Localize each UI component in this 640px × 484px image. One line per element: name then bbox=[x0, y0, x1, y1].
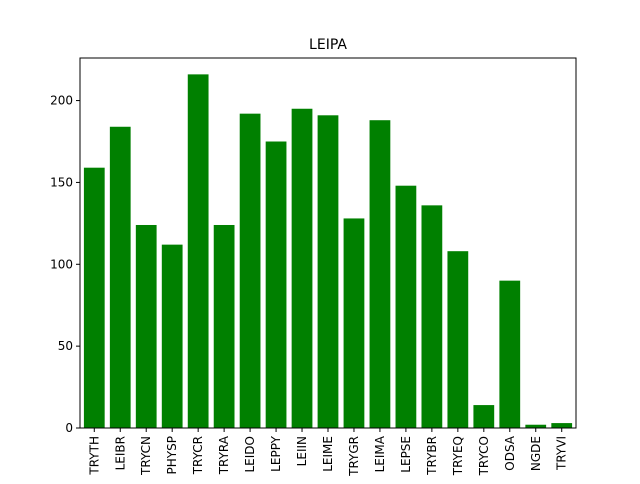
bar-leibr bbox=[109, 126, 131, 428]
bar-tryth bbox=[83, 167, 105, 428]
x-tick-label: TRYCO bbox=[477, 436, 491, 476]
bar-leido bbox=[239, 113, 261, 428]
plot-frame bbox=[79, 57, 577, 429]
x-tick-label: TRYBR bbox=[425, 436, 439, 476]
x-tick-label: LEIBR bbox=[113, 436, 127, 470]
bar-trycr bbox=[187, 74, 209, 429]
chart-title: LEIPA bbox=[309, 37, 347, 53]
y-tick-label: 100 bbox=[50, 257, 73, 271]
x-tick-label: TRYRA bbox=[217, 435, 231, 475]
x-tick-label: ODSA bbox=[503, 435, 517, 471]
y-tick-label: 200 bbox=[50, 94, 73, 108]
bar-physp bbox=[161, 244, 183, 428]
y-axis-ticks: 0 50 100 150 200 bbox=[50, 94, 80, 435]
bar-lepse bbox=[395, 185, 417, 428]
bar-leppy bbox=[265, 141, 287, 428]
x-tick-label: LEPSE bbox=[399, 436, 413, 473]
bar-leime bbox=[317, 115, 339, 429]
bar-tryra bbox=[213, 224, 235, 428]
bar-trycn bbox=[135, 224, 157, 428]
x-tick-label: NGDE bbox=[529, 436, 543, 471]
x-tick-label: LEPPY bbox=[269, 435, 283, 471]
bar-tryeq bbox=[447, 251, 469, 428]
x-tick-label: LEIME bbox=[321, 436, 335, 472]
bar-tryco bbox=[473, 405, 495, 428]
bars-layer bbox=[83, 74, 573, 429]
y-tick-label: 150 bbox=[50, 175, 73, 189]
bar-trybr bbox=[421, 205, 443, 428]
bar-leiin bbox=[291, 108, 313, 428]
x-tick-label: LEIMA bbox=[373, 435, 387, 472]
bar-leima bbox=[369, 120, 391, 429]
x-axis-ticks: TRYTH LEIBR TRYCN PHYSP TRYCR TRYRA LEIDO LEPPY… bbox=[87, 428, 569, 477]
x-tick-label: TRYGR bbox=[347, 436, 361, 477]
x-tick-label: LEIDO bbox=[243, 436, 257, 473]
x-tick-label: TRYEQ bbox=[451, 436, 465, 476]
bar-ngde bbox=[525, 424, 547, 428]
x-tick-label: PHYSP bbox=[165, 436, 179, 474]
bar-odsa bbox=[499, 280, 521, 428]
x-tick-label: LEIIN bbox=[295, 436, 309, 466]
y-tick-label: 0 bbox=[65, 421, 73, 435]
bar-trygr bbox=[343, 218, 365, 428]
x-tick-label: TRYTH bbox=[87, 436, 101, 476]
x-tick-label: TRYCN bbox=[139, 436, 153, 476]
y-tick-label: 50 bbox=[58, 339, 73, 353]
x-tick-label: TRYCR bbox=[191, 436, 205, 475]
x-tick-label: TRYVI bbox=[555, 436, 569, 471]
bar-tryvi bbox=[551, 423, 573, 428]
